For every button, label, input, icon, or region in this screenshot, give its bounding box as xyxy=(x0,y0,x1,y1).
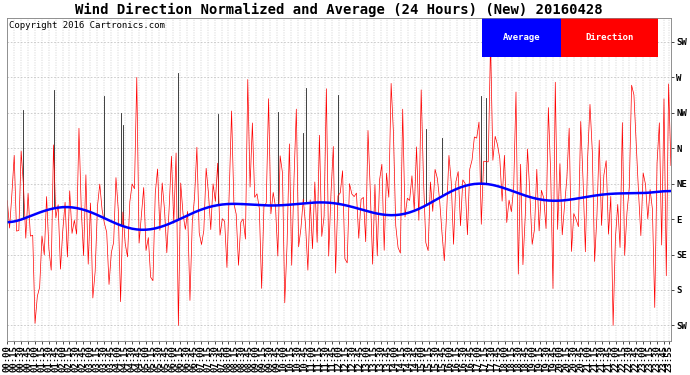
Title: Wind Direction Normalized and Average (24 Hours) (New) 20160428: Wind Direction Normalized and Average (2… xyxy=(75,3,603,17)
Text: Average: Average xyxy=(503,33,540,42)
Text: Direction: Direction xyxy=(585,33,633,42)
Text: Copyright 2016 Cartronics.com: Copyright 2016 Cartronics.com xyxy=(8,21,164,30)
FancyBboxPatch shape xyxy=(562,18,658,57)
FancyBboxPatch shape xyxy=(482,18,562,57)
